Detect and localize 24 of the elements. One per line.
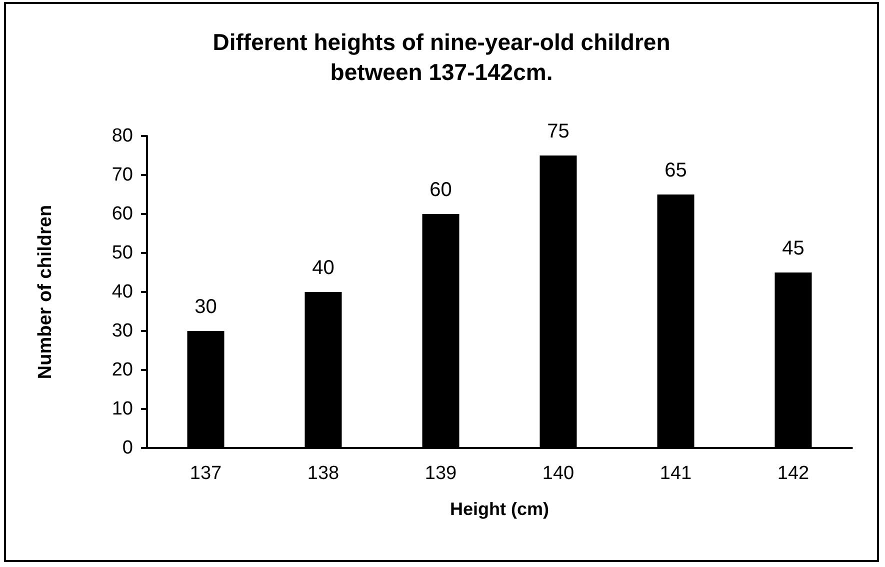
y-tick-label: 70 — [112, 164, 133, 186]
data-label: 75 — [547, 120, 570, 142]
y-tick-label: 80 — [112, 126, 133, 146]
data-label: 45 — [782, 238, 804, 260]
x-tick-label: 141 — [660, 463, 692, 484]
x-tick-label: 138 — [307, 463, 340, 484]
y-tick-label: 30 — [112, 320, 133, 342]
y-tick-label: 20 — [112, 360, 133, 380]
y-tick-label: 10 — [112, 398, 133, 420]
data-label: 65 — [664, 160, 687, 182]
y-tick-label: 60 — [112, 204, 133, 224]
chart-title: Different heights of nine-year-old children between 137-142cm. — [212, 29, 670, 85]
x-axis-title: Height (cm) — [450, 499, 550, 519]
y-tick-label: 50 — [112, 242, 133, 264]
x-tick-label: 137 — [190, 463, 222, 484]
x-tick-label: 139 — [424, 463, 457, 484]
data-label: 40 — [312, 257, 334, 279]
x-tick-label: 142 — [777, 463, 810, 484]
y-tick-label: 40 — [112, 282, 133, 302]
y-tick-label: 0 — [122, 438, 133, 458]
y-axis-title: Number of children — [35, 204, 56, 380]
data-label: 60 — [430, 179, 452, 201]
data-label: 30 — [194, 296, 217, 318]
x-tick-label: 140 — [542, 463, 574, 484]
